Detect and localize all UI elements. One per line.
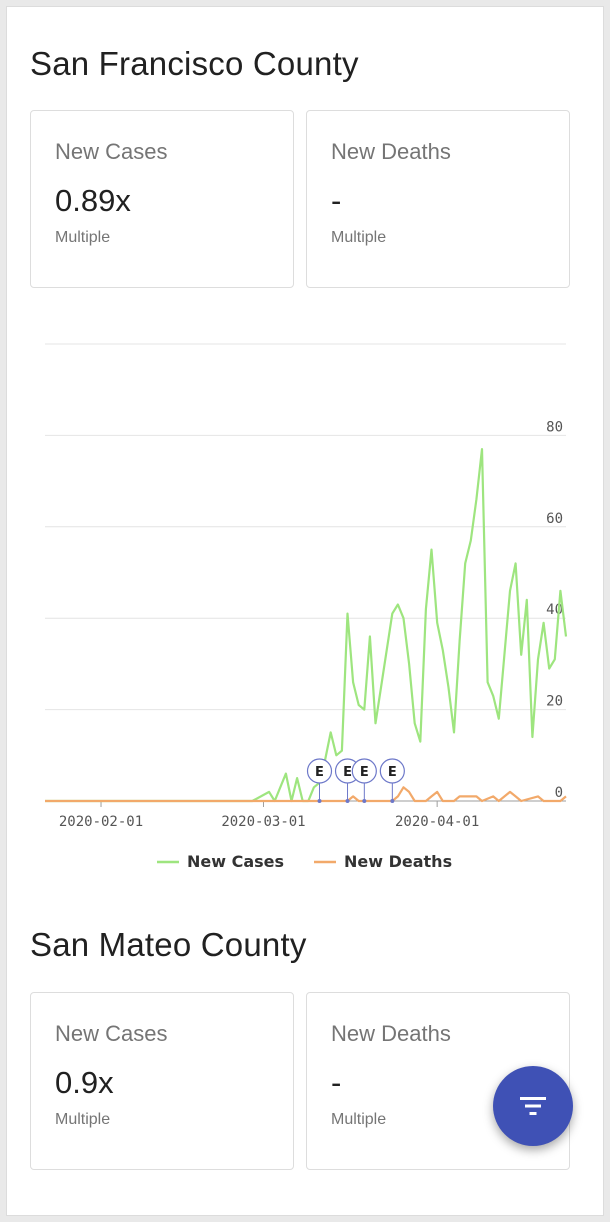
- x-tick-label: 2020-04-01: [395, 814, 479, 830]
- card-value: 0.9x: [55, 1065, 114, 1100]
- chart-svg: 0 20 40 60 80 2020-02-01 2020-03-01 2020-04-01 E…: [45, 343, 568, 871]
- event-marker-dot: [317, 799, 322, 803]
- card-caption: Multiple: [55, 1111, 111, 1128]
- event-marker-label: E: [315, 765, 324, 780]
- card-caption: Multiple: [331, 229, 387, 246]
- y-tick-label: 60: [546, 511, 563, 527]
- page-container: San Francisco County New Cases 0.89x Mul…: [6, 6, 604, 1216]
- legend-item-new-deaths: New Deaths: [344, 852, 452, 871]
- event-marker: [351, 758, 377, 784]
- new-deaths-line: [45, 786, 567, 803]
- card-label: New Deaths: [331, 1021, 451, 1046]
- x-tick-label: 2020-03-01: [221, 814, 305, 830]
- card-value: -: [331, 183, 342, 218]
- y-tick-label: 0: [555, 785, 563, 801]
- event-marker-label: E: [343, 765, 352, 780]
- new-deaths-card: New Deaths - Multiple: [306, 110, 570, 288]
- cases-chart: 0 20 40 60 80 2020-02-01 2020-03-01 2020-04-01 E…: [7, 332, 603, 892]
- y-tick-label: 20: [546, 694, 563, 710]
- new-cases-line: [45, 447, 568, 803]
- card-label: New Deaths: [331, 139, 451, 164]
- filter-icon: [520, 1097, 546, 1115]
- card-value: -: [331, 1065, 342, 1100]
- card-label: New Cases: [55, 1021, 168, 1046]
- event-marker-dot: [362, 799, 367, 803]
- card-caption: Multiple: [55, 229, 111, 246]
- event-marker: [306, 758, 333, 784]
- event-marker: [379, 758, 405, 784]
- filter-button[interactable]: [493, 1066, 573, 1146]
- y-tick-label: 40: [546, 602, 563, 618]
- y-tick-label: 80: [546, 419, 563, 435]
- event-marker-dot: [390, 799, 395, 803]
- card-value: 0.89x: [55, 183, 131, 218]
- county-title: San Mateo County: [30, 926, 307, 963]
- event-marker-dot: [345, 799, 350, 803]
- legend-item-new-cases: New Cases: [187, 852, 284, 871]
- x-tick-label: 2020-02-01: [59, 814, 143, 830]
- county-title: San Francisco County: [30, 45, 359, 82]
- card-caption: Multiple: [331, 1111, 387, 1128]
- event-marker-label: E: [388, 765, 397, 780]
- new-cases-card: New Cases 0.9x Multiple: [30, 992, 294, 1170]
- card-label: New Cases: [55, 139, 168, 164]
- new-cases-card: New Cases 0.89x Multiple: [30, 110, 294, 288]
- event-marker-label: E: [360, 765, 369, 780]
